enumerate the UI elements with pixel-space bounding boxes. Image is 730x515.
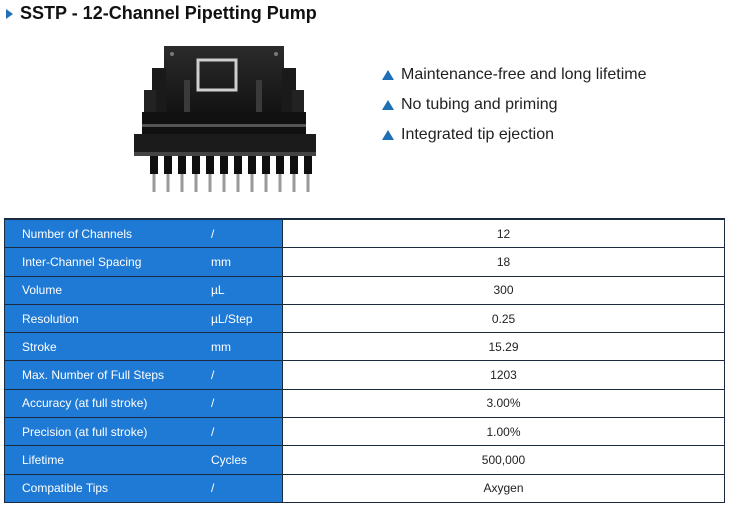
spec-value: 300: [282, 275, 725, 305]
table-row: Resolution µL/Step 0.25: [4, 303, 725, 334]
spec-label: Lifetime: [4, 445, 197, 475]
spec-value: 12: [282, 218, 725, 249]
page-title: SSTP - 12-Channel Pipetting Pump: [20, 3, 317, 23]
table-row: Stroke mm 15.29: [4, 332, 725, 362]
feature-list: Maintenance-free and long lifetime No tu…: [382, 60, 646, 150]
spec-unit: Cycles: [197, 445, 283, 475]
table-row: Compatible Tips / Axygen: [4, 473, 725, 503]
feature-item: No tubing and priming: [382, 90, 646, 120]
triangle-bullet-icon: [382, 130, 394, 140]
spec-value: 500,000: [282, 445, 725, 475]
triangle-bullet-icon: [382, 100, 394, 110]
table-row: Accuracy (at full stroke) / 3.00%: [4, 388, 725, 419]
spec-label: Volume: [4, 275, 197, 305]
spec-label: Resolution: [4, 303, 197, 334]
spec-label: Inter-Channel Spacing: [4, 247, 197, 277]
table-row: Volume µL 300: [4, 275, 725, 305]
spec-unit: mm: [197, 332, 283, 362]
specs-table: Number of Channels / 12 Inter-Channel Sp…: [4, 218, 725, 503]
title-marker-icon: [6, 8, 13, 19]
feature-text: Maintenance-free and long lifetime: [401, 66, 647, 83]
spec-unit: /: [197, 388, 283, 419]
spec-value: 1203: [282, 360, 725, 390]
spec-value: 15.29: [282, 332, 725, 362]
spec-unit: µL/Step: [197, 303, 283, 334]
table-row: Max. Number of Full Steps / 1203: [4, 360, 725, 390]
spec-label: Compatible Tips: [4, 473, 197, 503]
table-row: Lifetime Cycles 500,000: [4, 445, 725, 475]
feature-item: Integrated tip ejection: [382, 120, 646, 150]
triangle-bullet-icon: [382, 70, 394, 80]
pipetting-pump-image: [134, 46, 316, 192]
spec-value: 1.00%: [282, 417, 725, 447]
spec-label: Number of Channels: [4, 218, 197, 249]
page-title-row: SSTP - 12-Channel Pipetting Pump: [6, 3, 317, 24]
spec-unit: mm: [197, 247, 283, 277]
spec-value: Axygen: [282, 473, 725, 503]
table-row: Precision (at full stroke) / 1.00%: [4, 417, 725, 447]
spec-label: Stroke: [4, 332, 197, 362]
spec-value: 0.25: [282, 303, 725, 334]
spec-unit: µL: [197, 275, 283, 305]
spec-unit: /: [197, 473, 283, 503]
spec-label: Precision (at full stroke): [4, 417, 197, 447]
spec-unit: /: [197, 360, 283, 390]
spec-value: 3.00%: [282, 388, 725, 419]
spec-unit: /: [197, 417, 283, 447]
spec-label: Max. Number of Full Steps: [4, 360, 197, 390]
spec-label: Accuracy (at full stroke): [4, 388, 197, 419]
feature-text: Integrated tip ejection: [401, 126, 554, 143]
table-row: Number of Channels / 12: [4, 218, 725, 249]
spec-unit: /: [197, 218, 283, 249]
table-row: Inter-Channel Spacing mm 18: [4, 247, 725, 277]
feature-text: No tubing and priming: [401, 96, 558, 113]
feature-item: Maintenance-free and long lifetime: [382, 60, 646, 90]
spec-value: 18: [282, 247, 725, 277]
